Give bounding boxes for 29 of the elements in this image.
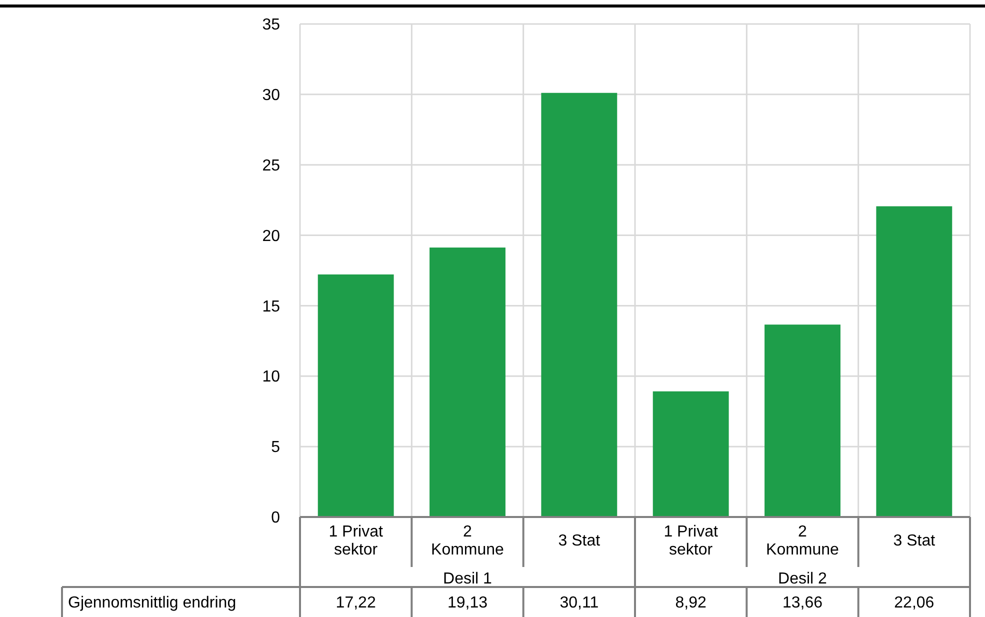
data-label: 13,66 xyxy=(782,594,823,612)
y-tick-label: 35 xyxy=(262,16,280,34)
bar xyxy=(430,248,506,517)
x-tick-label: 1 Privat sektor xyxy=(328,524,384,559)
text: Desil 2 xyxy=(778,570,828,588)
y-tick-label: 20 xyxy=(262,228,280,245)
data-label: 30,11 xyxy=(560,594,599,612)
x-tick-label: 2 Kommune xyxy=(766,524,840,559)
y-tick-label: 30 xyxy=(262,87,280,104)
text: Desil 1 xyxy=(443,570,492,588)
x-tick-label: 2 Kommune xyxy=(431,524,504,559)
data-label: 22,06 xyxy=(894,594,934,612)
bar xyxy=(876,206,952,517)
data-label: 17,22 xyxy=(336,594,376,612)
y-tick-label: 5 xyxy=(271,439,280,456)
x-tick-label: 3 Stat xyxy=(558,532,601,550)
data-label: 19,13 xyxy=(447,594,488,612)
bar xyxy=(318,274,394,517)
data-label: 8,92 xyxy=(675,594,707,612)
text: Gjennomsnittlig endring xyxy=(68,594,236,612)
bar xyxy=(764,324,840,517)
y-tick-label: 15 xyxy=(262,298,280,316)
x-tick-label: 1 Privat sektor xyxy=(664,524,719,559)
bar xyxy=(541,92,618,517)
x-tick-label: 3 Stat xyxy=(893,532,936,550)
y-tick-label: 10 xyxy=(262,368,280,386)
bar xyxy=(652,391,729,517)
y-tick-label: 0 xyxy=(271,510,280,527)
y-tick-label: 25 xyxy=(262,157,280,174)
